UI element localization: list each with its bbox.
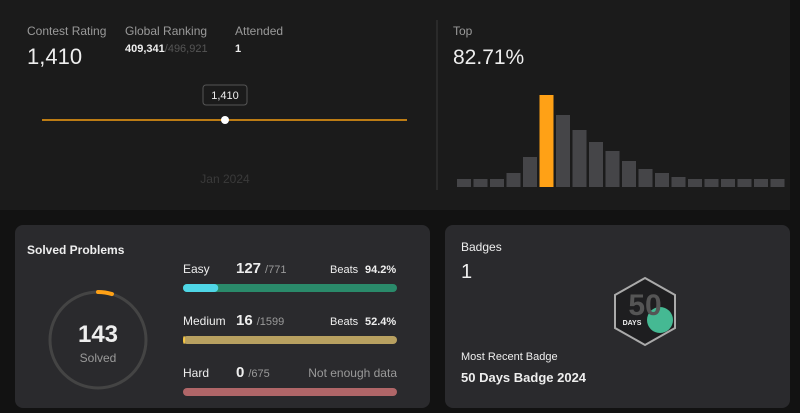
distribution-bar [539,95,554,187]
distribution-bar [490,179,504,187]
solved-number: 16 [236,312,253,329]
rating-label: Contest Rating [27,24,106,38]
distribution-bar [737,179,752,187]
beats-value: 94.2% [365,264,396,276]
total-number: /675 [248,368,269,380]
solved-panel [15,225,430,408]
attended: 1 [235,43,241,55]
solved-text: 0/675 [236,364,270,381]
top-label: Top [453,24,473,38]
distribution-bar [721,179,735,187]
distribution-bar [622,161,636,187]
beats-value: 52.4% [365,316,396,328]
tooltip [202,84,248,106]
distribution-bar [605,151,620,187]
solved-count: 143 [78,321,118,348]
distribution-bar [473,179,488,187]
solved-text: 127/771 [236,260,286,277]
ranking-label: Global Ranking [125,24,207,38]
progress-track [183,284,397,292]
x-tick-label: Jan 2024 [200,172,250,186]
solved-title: Solved Problems [27,243,125,257]
badge-glow [647,307,673,333]
difficulty-name: Medium [183,314,226,328]
distribution-bar [770,179,785,187]
difficulty-name: Easy [183,262,210,276]
recent-label: Most Recent Badge [461,351,558,363]
rating: 1,410 [27,44,82,69]
beats-label: Beats [330,264,359,276]
tooltip-label: 1,410 [211,90,239,102]
note: Not enough data [308,366,397,380]
difficulty-name: Hard [183,366,209,380]
solved-number: 0 [236,364,244,381]
distribution-bar [671,177,686,187]
top: 82.71% [453,46,524,69]
distribution-bar [556,115,570,187]
distribution-bar [688,179,702,187]
rating-point [221,116,229,124]
ranking-total: /496,921 [165,43,208,55]
ranking: 409,341 [125,43,165,55]
ring-progress [96,290,114,297]
attended-label: Attended [235,24,283,38]
distribution-bar [589,142,603,187]
distribution-bar [655,173,669,187]
solved-number: 127 [236,260,261,277]
badge-number: 50 [628,289,661,322]
distribution-bar [572,130,587,187]
recent-badge: 50 Days Badge 2024 [461,370,587,385]
distribution-bar [506,173,521,187]
badges-title: Badges [461,240,502,254]
distribution-bar [638,169,653,187]
distribution-bar [754,179,768,187]
progress-fill [183,284,219,292]
distribution-bar [704,179,719,187]
solved-text: 16/1599 [236,312,284,329]
ranking-text: 409,341/496,921 [125,43,208,55]
progress-track [183,388,397,396]
total-number: /771 [265,264,286,276]
total-number: /1599 [257,316,285,328]
progress-track [183,336,397,344]
distribution-bar [523,157,537,187]
progress-fill [183,336,186,344]
badge-text: DAYS [623,320,642,327]
beats-label: Beats [330,316,359,328]
distribution-bar [457,179,471,187]
solved-count-label: Solved [80,351,117,365]
badges-count: 1 [461,261,472,283]
